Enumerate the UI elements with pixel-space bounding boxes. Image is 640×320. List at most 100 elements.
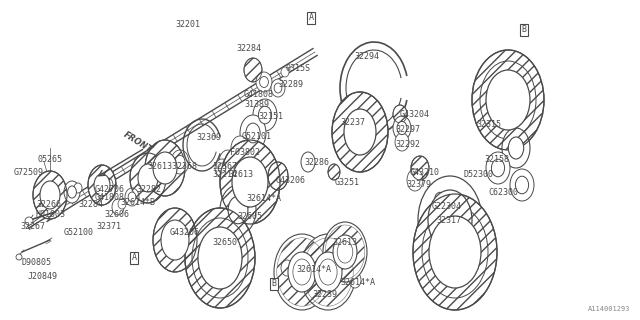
Ellipse shape xyxy=(268,162,288,190)
Ellipse shape xyxy=(138,164,158,192)
Text: 32614*A: 32614*A xyxy=(246,194,281,203)
Text: 32614*A: 32614*A xyxy=(296,265,331,274)
Text: 32286: 32286 xyxy=(304,158,329,167)
Ellipse shape xyxy=(472,50,544,150)
Text: FRONT: FRONT xyxy=(122,130,154,155)
Text: B: B xyxy=(271,279,276,289)
Text: 0315S: 0315S xyxy=(285,64,310,73)
Text: 32201: 32201 xyxy=(175,20,200,29)
Text: 32282: 32282 xyxy=(136,185,161,194)
Ellipse shape xyxy=(502,128,530,168)
Ellipse shape xyxy=(490,75,526,125)
Text: 32317: 32317 xyxy=(436,216,461,225)
Text: A: A xyxy=(308,13,314,22)
Ellipse shape xyxy=(256,72,272,92)
Text: 32239: 32239 xyxy=(312,290,337,299)
Text: G43210: G43210 xyxy=(410,168,440,177)
Text: 32284: 32284 xyxy=(236,44,261,53)
Ellipse shape xyxy=(515,176,529,194)
Text: 32605: 32605 xyxy=(237,212,262,221)
Text: G72509: G72509 xyxy=(14,168,44,177)
Ellipse shape xyxy=(215,159,229,177)
Text: G42706: G42706 xyxy=(95,185,125,194)
Ellipse shape xyxy=(202,232,238,284)
Ellipse shape xyxy=(509,138,523,158)
Ellipse shape xyxy=(238,185,248,199)
Ellipse shape xyxy=(428,190,472,250)
Text: D90805: D90805 xyxy=(22,258,52,267)
Ellipse shape xyxy=(349,272,361,288)
Ellipse shape xyxy=(332,92,388,172)
Ellipse shape xyxy=(486,152,510,184)
Ellipse shape xyxy=(344,109,376,155)
Text: 32367: 32367 xyxy=(212,162,237,171)
Ellipse shape xyxy=(218,163,226,173)
Text: 32379: 32379 xyxy=(406,180,431,189)
Text: B: B xyxy=(522,26,527,35)
Ellipse shape xyxy=(407,169,423,191)
Ellipse shape xyxy=(220,185,256,235)
Ellipse shape xyxy=(112,199,124,215)
Ellipse shape xyxy=(145,140,185,196)
Ellipse shape xyxy=(333,235,357,269)
Text: G41808: G41808 xyxy=(244,90,274,99)
Ellipse shape xyxy=(220,140,280,224)
Text: 32650: 32650 xyxy=(212,238,237,247)
Ellipse shape xyxy=(244,58,262,82)
Ellipse shape xyxy=(281,67,289,77)
Ellipse shape xyxy=(480,61,536,139)
Text: A: A xyxy=(131,253,136,262)
Text: 32613: 32613 xyxy=(228,170,253,179)
Ellipse shape xyxy=(422,206,488,298)
Ellipse shape xyxy=(435,192,445,208)
Ellipse shape xyxy=(153,152,177,184)
Text: J20849: J20849 xyxy=(28,272,58,281)
Text: 05265: 05265 xyxy=(38,155,63,164)
Ellipse shape xyxy=(175,156,185,169)
Ellipse shape xyxy=(128,192,136,202)
Ellipse shape xyxy=(411,156,429,180)
Ellipse shape xyxy=(433,222,477,282)
Text: 32369: 32369 xyxy=(196,133,221,142)
Text: 32297: 32297 xyxy=(395,125,420,134)
Ellipse shape xyxy=(74,183,82,193)
Text: 31389: 31389 xyxy=(244,100,269,109)
Text: G3251: G3251 xyxy=(335,178,360,187)
Ellipse shape xyxy=(185,208,255,308)
Ellipse shape xyxy=(40,181,60,209)
Text: G43206: G43206 xyxy=(276,176,306,185)
Text: H01003: H01003 xyxy=(36,210,66,219)
Text: G52101: G52101 xyxy=(242,132,272,141)
Ellipse shape xyxy=(64,181,80,203)
Ellipse shape xyxy=(171,150,189,174)
Text: 32158: 32158 xyxy=(484,155,509,164)
Ellipse shape xyxy=(130,153,166,203)
Ellipse shape xyxy=(246,123,260,143)
Ellipse shape xyxy=(350,118,370,146)
Ellipse shape xyxy=(259,106,271,124)
Text: 32266: 32266 xyxy=(36,200,61,209)
Ellipse shape xyxy=(274,83,282,93)
Ellipse shape xyxy=(337,241,353,263)
Text: 32614*B: 32614*B xyxy=(120,198,155,207)
Ellipse shape xyxy=(25,217,33,225)
Ellipse shape xyxy=(510,169,534,201)
Ellipse shape xyxy=(103,178,113,192)
Text: 32294: 32294 xyxy=(354,52,379,61)
Text: G41808: G41808 xyxy=(95,193,125,202)
Ellipse shape xyxy=(508,137,524,159)
Text: 32237: 32237 xyxy=(340,118,365,127)
Ellipse shape xyxy=(323,222,367,282)
Ellipse shape xyxy=(161,220,189,260)
Ellipse shape xyxy=(240,115,266,151)
Ellipse shape xyxy=(301,152,315,172)
Ellipse shape xyxy=(393,105,407,123)
Ellipse shape xyxy=(16,254,22,260)
Text: 3261332368: 3261332368 xyxy=(147,162,197,171)
Ellipse shape xyxy=(486,70,530,130)
Ellipse shape xyxy=(300,234,356,310)
Ellipse shape xyxy=(260,76,268,87)
Ellipse shape xyxy=(492,159,504,177)
Text: 32289: 32289 xyxy=(278,80,303,89)
Ellipse shape xyxy=(253,99,277,131)
